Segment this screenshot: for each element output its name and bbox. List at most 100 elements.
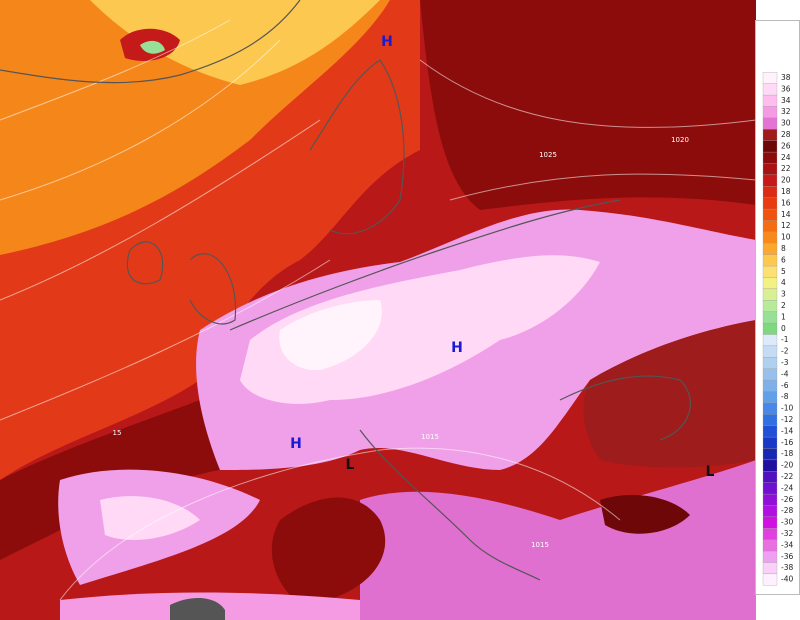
legend-swatch [762, 83, 778, 96]
legend-swatch [762, 72, 778, 84]
legend-label: 16 [781, 198, 791, 207]
legend-swatch [762, 220, 778, 233]
legend-label: -18 [781, 449, 793, 458]
legend-label: 4 [781, 278, 786, 287]
legend-swatch [762, 471, 778, 483]
pressure-center: L [346, 457, 355, 473]
legend-label: -32 [781, 529, 793, 538]
legend-label: -22 [781, 472, 793, 481]
legend-swatch [762, 277, 778, 290]
legend-label: -20 [781, 461, 793, 470]
legend-swatch [762, 117, 778, 130]
legend-swatch [762, 334, 778, 347]
legend-label: -16 [781, 438, 793, 447]
legend-label: 28 [781, 130, 791, 139]
pressure-centers: H H H L L [290, 34, 714, 480]
legend-label: 0 [781, 324, 786, 333]
legend-swatch [762, 493, 778, 506]
legend-swatch [762, 516, 778, 529]
temperature-field [0, 0, 756, 620]
pressure-center: H [381, 34, 393, 50]
legend-label: -8 [781, 392, 789, 401]
legend-label: 1 [781, 312, 786, 321]
isobar-label: 1025 [539, 151, 557, 159]
legend-label: 2 [781, 301, 786, 310]
legend-swatch [762, 414, 778, 426]
legend-swatch [762, 129, 778, 141]
legend-swatch [762, 322, 778, 335]
legend-label: 34 [781, 96, 791, 105]
legend-swatch [762, 174, 778, 187]
legend-swatch [762, 448, 778, 461]
legend-label: -4 [781, 369, 789, 378]
isobar-label: 1015 [421, 433, 439, 441]
legend-label: -38 [781, 563, 793, 572]
legend-swatch [762, 528, 778, 540]
legend-label: -26 [781, 495, 793, 504]
legend-swatch [762, 345, 778, 358]
legend-label: -12 [781, 415, 793, 424]
legend-label: 30 [781, 119, 791, 128]
legend-swatch [762, 186, 778, 198]
legend-swatch [762, 436, 778, 449]
legend-label: 12 [781, 221, 791, 230]
legend-swatch [762, 311, 778, 324]
legend-swatch [762, 379, 778, 392]
legend-swatch [762, 288, 778, 301]
legend-label: -1 [781, 335, 789, 344]
legend-label: 36 [781, 84, 791, 93]
legend-swatch [762, 151, 778, 164]
legend-swatch [762, 357, 778, 369]
legend-swatch [762, 94, 778, 107]
legend-swatch [762, 368, 778, 381]
legend-label: 5 [781, 267, 786, 276]
legend-swatch [762, 562, 778, 575]
legend-swatch [762, 402, 778, 415]
legend-label: -2 [781, 347, 789, 356]
legend-label: 22 [781, 164, 791, 173]
legend-swatch [762, 539, 778, 552]
legend-label: 38 [781, 73, 791, 82]
legend-label: 10 [781, 233, 791, 242]
isobar-label: 1020 [671, 136, 689, 144]
pressure-center: H [451, 340, 463, 356]
legend-swatch [762, 163, 778, 176]
legend-label: -40 [781, 575, 793, 584]
legend-swatch [762, 231, 778, 244]
isobar-labels: 1025 1020 1015 1015 15 [113, 136, 689, 549]
isobar-label: 1015 [531, 541, 549, 549]
isobar-label: 15 [113, 429, 122, 437]
legend-swatch [762, 425, 778, 438]
legend-label: -6 [781, 381, 789, 390]
legend-label: -28 [781, 506, 793, 515]
legend-swatch [762, 459, 778, 472]
legend-swatch [762, 197, 778, 210]
legend-label: -24 [781, 483, 793, 492]
legend-label: 20 [781, 176, 791, 185]
legend-label: -3 [781, 358, 789, 367]
legend-swatch [762, 482, 778, 495]
legend-label: -30 [781, 518, 793, 527]
legend-label: 24 [781, 153, 791, 162]
legend-swatch [762, 550, 778, 563]
legend: 38363432302826242220181614121086543210-1… [755, 20, 800, 595]
legend-swatch [762, 265, 778, 278]
legend-swatch [762, 505, 778, 518]
legend-swatch [762, 391, 778, 404]
legend-label: 26 [781, 141, 791, 150]
legend-label: -14 [781, 426, 793, 435]
legend-label: 18 [781, 187, 791, 196]
legend-swatch [762, 208, 778, 221]
legend-swatch [762, 300, 778, 312]
legend-swatch [762, 573, 778, 586]
legend-swatch [762, 140, 778, 153]
legend-label: 8 [781, 244, 786, 253]
legend-label: -36 [781, 552, 793, 561]
legend-swatch [762, 243, 778, 255]
legend-label: -10 [781, 404, 793, 413]
legend-swatch [762, 106, 778, 119]
legend-label: 6 [781, 255, 786, 264]
legend-label: 14 [781, 210, 791, 219]
